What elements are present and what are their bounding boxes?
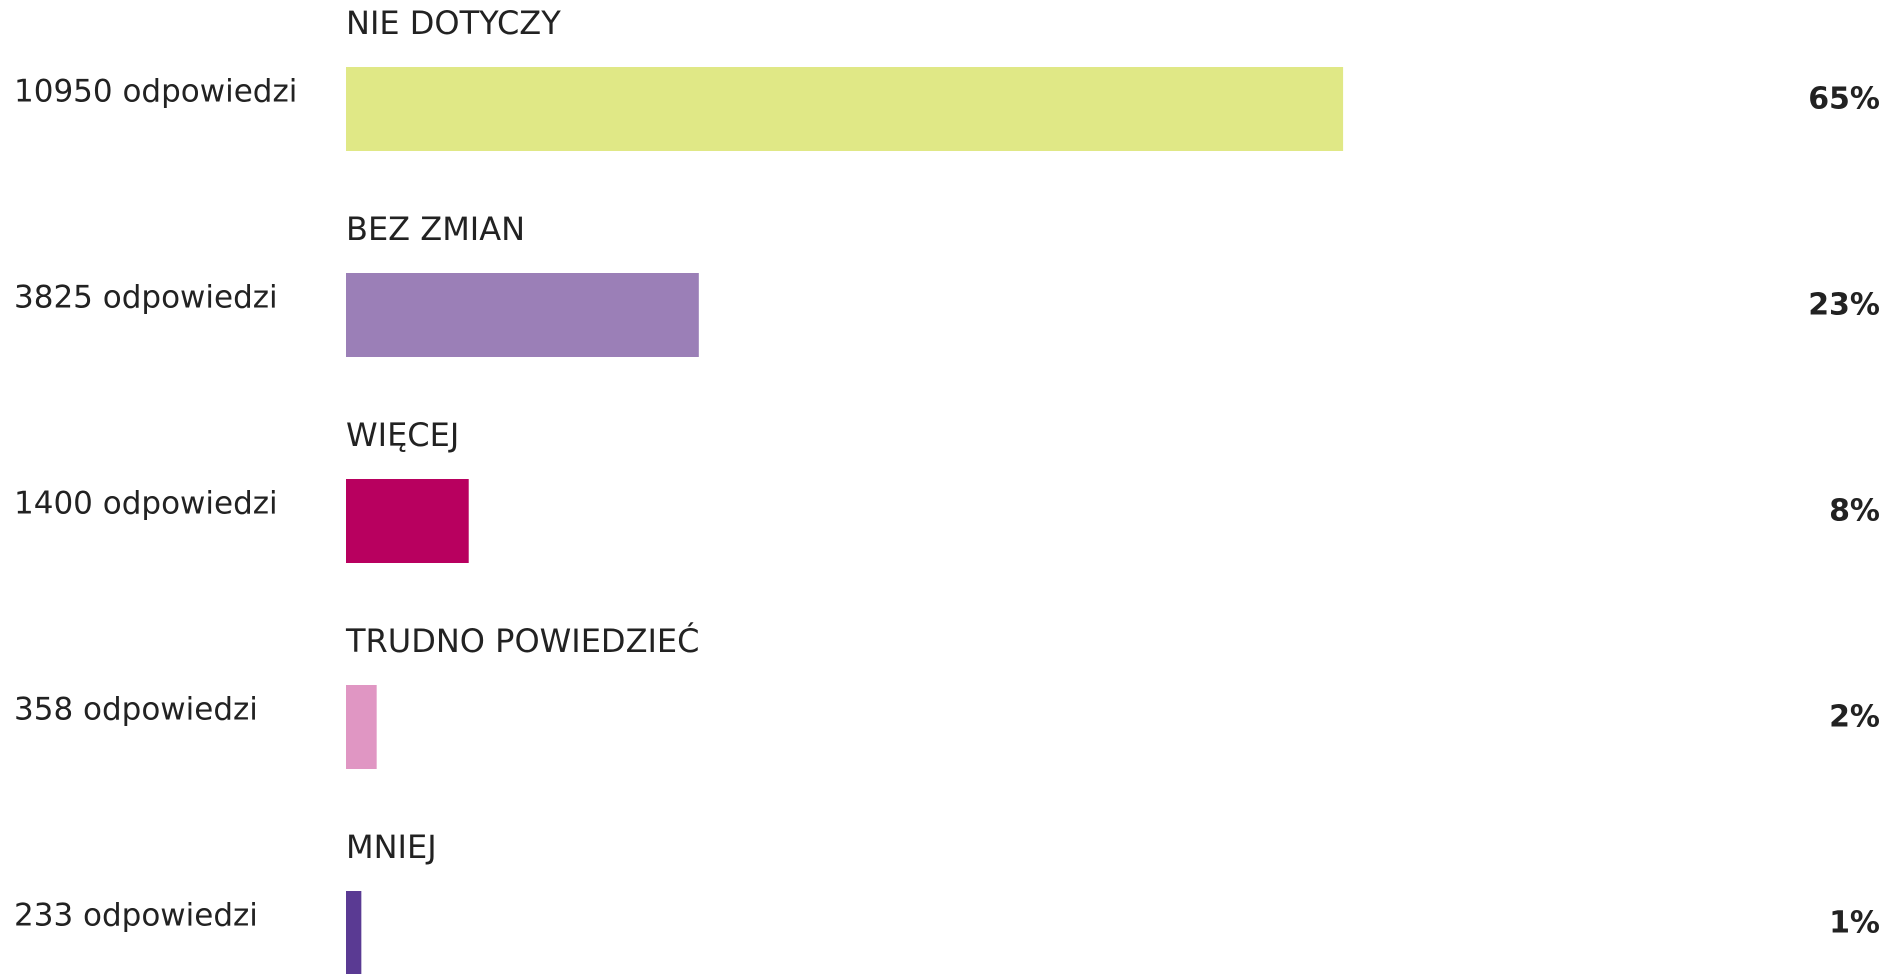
bar bbox=[346, 891, 362, 975]
value-label: 65% bbox=[1808, 82, 1880, 117]
bar bbox=[346, 273, 699, 357]
value-label: 2% bbox=[1829, 700, 1880, 735]
bar bbox=[346, 685, 377, 769]
response-count: 233 odpowiedzi bbox=[14, 898, 258, 934]
value-label: 23% bbox=[1808, 288, 1880, 323]
category-label: WIĘCEJ bbox=[346, 416, 459, 454]
category-label: NIE DOTYCZY bbox=[346, 4, 561, 42]
value-label: 8% bbox=[1829, 494, 1880, 529]
response-count: 10950 odpowiedzi bbox=[14, 74, 297, 110]
value-label: 1% bbox=[1829, 906, 1880, 941]
bar bbox=[346, 479, 469, 563]
bar bbox=[346, 67, 1344, 151]
category-label: TRUDNO POWIEDZIEĆ bbox=[345, 621, 699, 660]
response-count: 358 odpowiedzi bbox=[14, 692, 258, 728]
response-count: 1400 odpowiedzi bbox=[14, 486, 278, 522]
category-label: BEZ ZMIAN bbox=[346, 210, 525, 248]
response-count: 3825 odpowiedzi bbox=[14, 280, 278, 316]
category-label: MNIEJ bbox=[346, 828, 437, 866]
